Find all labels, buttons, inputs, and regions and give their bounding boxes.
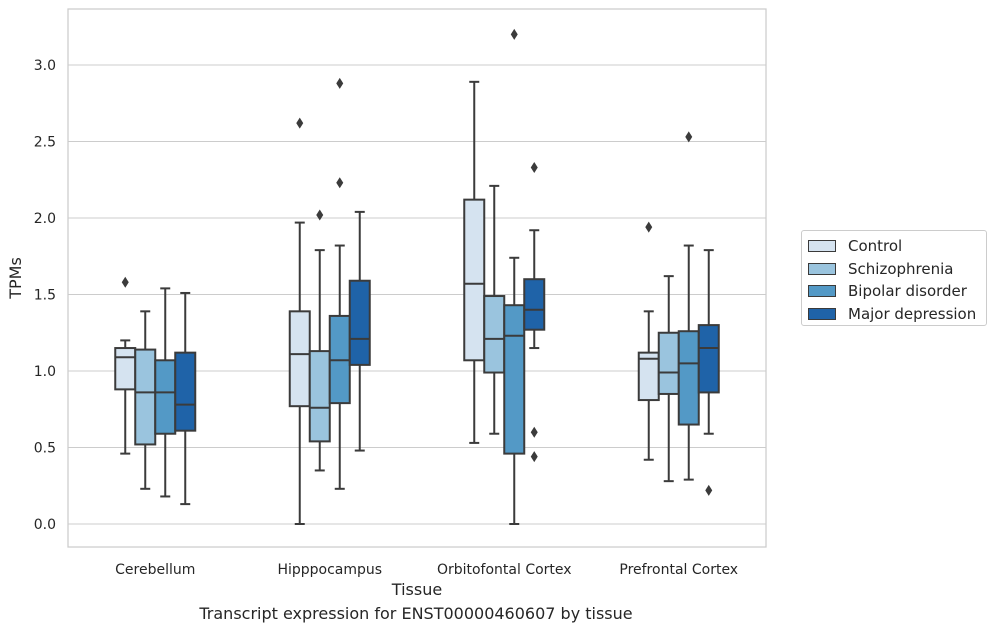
outlier-point [530,162,538,174]
legend-label: Bipolar disorder [848,282,967,301]
x-tick-label: Prefrontal Cortex [619,562,738,578]
legend: Control Schizophrenia Bipolar disorder Majo… [801,230,987,326]
outlier-point [296,117,304,129]
box-iqr [174,351,197,432]
box-iqr [288,310,311,408]
legend-item: Major depression [808,303,986,326]
x-tick-label: Cerebellum [115,562,195,578]
y-tick-label: 1.0 [34,364,56,380]
outlier-point [705,484,713,496]
legend-label: Schizophrenia [848,259,954,278]
box-iqr [463,198,486,362]
y-tick-label: 0.5 [34,441,56,457]
outlier-point [530,451,538,463]
outlier-point [336,77,344,89]
box-schizophrenia [134,310,157,490]
box-schizophrenia [483,184,506,435]
x-tick-labels: Cerebellum Hipppocampus Orbitofontal Corte… [115,562,738,578]
box-iqr [134,348,157,446]
outlier-point [510,28,518,40]
box-major-depression [174,291,197,506]
legend-swatch [808,240,836,253]
legend-label: Major depression [848,304,977,323]
outlier-point [530,426,538,438]
outlier-point [685,131,693,143]
outlier-point [316,209,324,221]
box-iqr [483,295,506,374]
legend-item: Schizophrenia [808,258,986,281]
box-iqr [503,304,526,455]
box-major-depression [523,162,546,463]
legend-item: Control [808,235,986,258]
outlier-point [121,276,129,288]
figure-caption: Transcript expression for ENST0000046060… [199,604,633,623]
box-iqr [523,278,546,331]
box-iqr [697,324,720,394]
box-major-depression [697,249,720,496]
y-tick-label: 2.5 [34,135,56,151]
legend-swatch [808,262,836,275]
box-iqr [348,279,371,366]
box-major-depression [348,210,371,452]
legend-label: Control [848,237,903,256]
box-iqr [657,331,680,395]
box-control [288,117,311,525]
x-tick-label: Hipppocampus [277,562,382,578]
box-bipolar-disorder [677,131,700,481]
y-tick-label: 3.0 [34,58,56,74]
legend-swatch [808,307,836,320]
x-tick-label: Orbitofontal Cortex [437,562,572,578]
box-control [463,80,486,444]
box-bipolar-disorder [154,287,177,498]
outlier-point [645,221,653,233]
y-tick-label: 1.5 [34,288,56,304]
box-iqr [308,350,331,443]
y-tick-label: 0.0 [34,517,56,533]
outlier-point [336,177,344,189]
box-bipolar-disorder [503,28,526,525]
box-bipolar-disorder [328,77,351,490]
plot-area-frame [67,8,767,548]
box-schizophrenia [308,209,331,472]
box-iqr [114,347,137,391]
box-control [637,221,660,461]
boxes [114,28,720,525]
y-tick-label: 2.0 [34,211,56,227]
y-tick-labels: 0.0 0.5 1.0 1.5 2.0 2.5 3.0 [34,58,56,533]
box-iqr [154,359,177,435]
x-axis-label: Tissue [391,580,442,599]
legend-item: Bipolar disorder [808,280,986,303]
grid-lines [68,64,766,525]
legend-swatch [808,285,836,298]
y-axis-label: TPMs [6,257,25,300]
box-schizophrenia [657,275,680,483]
box-iqr [677,330,700,426]
box-control [114,276,137,455]
